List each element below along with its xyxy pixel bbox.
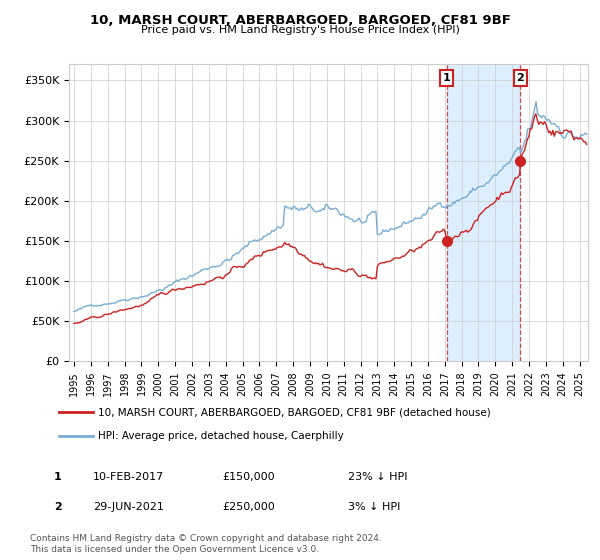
Text: 1: 1 bbox=[54, 472, 61, 482]
Text: £150,000: £150,000 bbox=[222, 472, 275, 482]
Text: Price paid vs. HM Land Registry's House Price Index (HPI): Price paid vs. HM Land Registry's House … bbox=[140, 25, 460, 35]
Text: 10, MARSH COURT, ABERBARGOED, BARGOED, CF81 9BF (detached house): 10, MARSH COURT, ABERBARGOED, BARGOED, C… bbox=[98, 408, 491, 418]
Text: This data is licensed under the Open Government Licence v3.0.: This data is licensed under the Open Gov… bbox=[30, 545, 319, 554]
Text: 23% ↓ HPI: 23% ↓ HPI bbox=[348, 472, 407, 482]
Text: 10-FEB-2017: 10-FEB-2017 bbox=[93, 472, 164, 482]
Text: Contains HM Land Registry data © Crown copyright and database right 2024.: Contains HM Land Registry data © Crown c… bbox=[30, 534, 382, 543]
Text: £250,000: £250,000 bbox=[222, 502, 275, 512]
Text: 2: 2 bbox=[54, 502, 61, 512]
Text: 1: 1 bbox=[443, 73, 451, 83]
Text: 10, MARSH COURT, ABERBARGOED, BARGOED, CF81 9BF: 10, MARSH COURT, ABERBARGOED, BARGOED, C… bbox=[89, 14, 511, 27]
Bar bbox=[446, 64, 520, 361]
Text: 2: 2 bbox=[517, 73, 524, 83]
Text: 3% ↓ HPI: 3% ↓ HPI bbox=[348, 502, 400, 512]
Text: HPI: Average price, detached house, Caerphilly: HPI: Average price, detached house, Caer… bbox=[98, 431, 344, 441]
Text: 29-JUN-2021: 29-JUN-2021 bbox=[93, 502, 164, 512]
